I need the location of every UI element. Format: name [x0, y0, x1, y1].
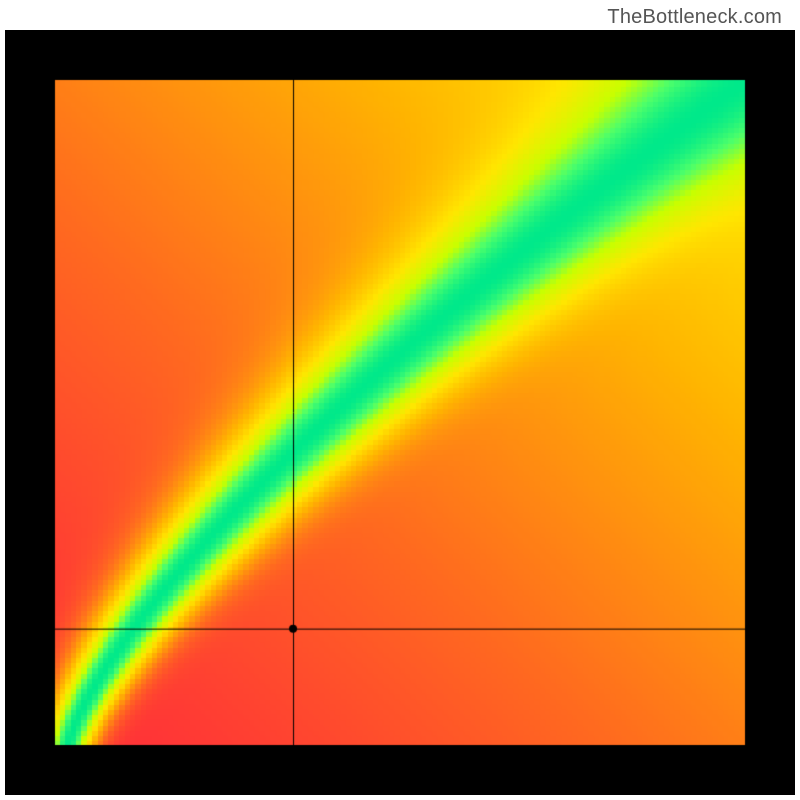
bottleneck-heatmap — [5, 30, 795, 795]
watermark-text: TheBottleneck.com — [607, 6, 782, 29]
